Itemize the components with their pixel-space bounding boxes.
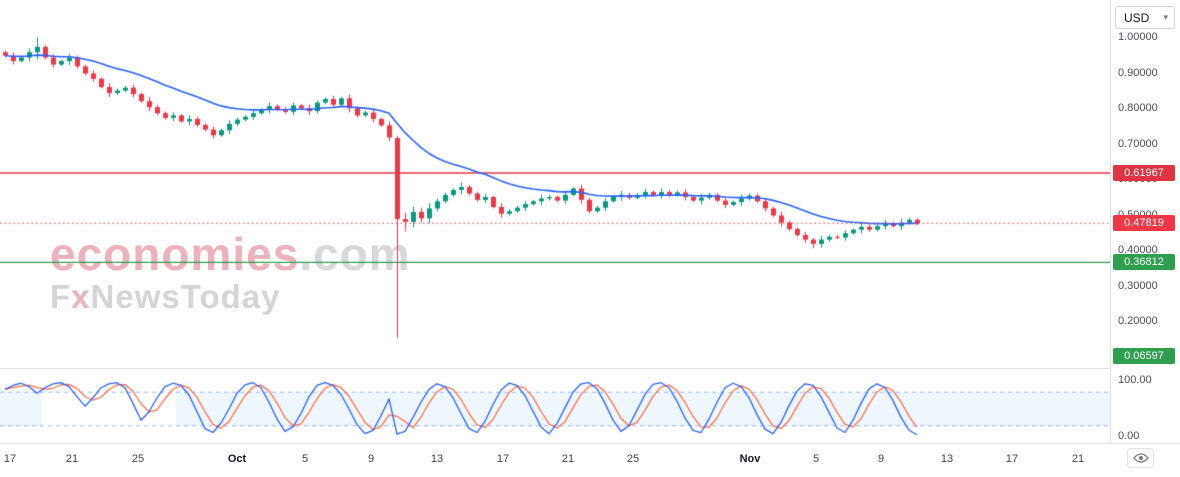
stoch-axis-bottom-label: 0.00 [1118, 430, 1140, 442]
price-axis-badge: 0.36812 [1113, 254, 1175, 271]
price-axis-tick: 0.40000 [1118, 244, 1158, 256]
currency-selector[interactable]: USD ▾ [1115, 6, 1175, 29]
time-axis-label: 17 [496, 453, 510, 465]
price-axis-tick: 0.70000 [1118, 137, 1158, 150]
price-axis-tick: 0.20000 [1118, 315, 1158, 327]
price-axis-badge: 0.47819 [1113, 215, 1175, 232]
time-axis-label: 13 [940, 453, 954, 465]
time-axis-label: 21 [561, 453, 575, 465]
time-axis[interactable]: 17 21 25 Oct 5 9 13 17 21 25 Nov 5 9 13 … [0, 443, 1180, 477]
time-axis-label: 25 [626, 453, 640, 465]
price-axis-tick: 0.30000 [1118, 279, 1158, 292]
chevron-down-icon: ▾ [1163, 12, 1168, 22]
time-axis-label: Nov [739, 453, 761, 465]
price-axis[interactable]: USD ▾ 1.00000 0.90000 0.80000 0.70000 0.… [1110, 0, 1180, 443]
panel-separator[interactable] [0, 368, 1110, 369]
currency-selector-label: USD [1124, 10, 1150, 25]
stoch-axis-top-label: 100.00 [1118, 374, 1152, 386]
time-axis-label: 21 [1071, 453, 1085, 465]
time-axis-label: Oct [227, 453, 247, 465]
price-axis-tick: 0.90000 [1118, 66, 1158, 79]
price-axis-tick: 0.80000 [1118, 102, 1158, 114]
axis-settings-button[interactable] [1127, 448, 1154, 468]
eye-icon [1132, 452, 1149, 464]
price-axis-badge: 0.06597 [1113, 348, 1175, 364]
time-axis-label: 5 [812, 453, 820, 465]
time-axis-label: 25 [131, 453, 145, 465]
price-axis-tick: 1.00000 [1118, 31, 1158, 43]
time-axis-label: 9 [367, 453, 375, 465]
chart-canvas[interactable] [0, 0, 1110, 443]
time-axis-label: 9 [877, 453, 885, 465]
time-axis-label: 13 [430, 453, 444, 465]
price-axis-badge: 0.61967 [1113, 165, 1175, 182]
time-axis-label: 17 [3, 453, 17, 465]
time-axis-label: 21 [65, 453, 79, 465]
time-axis-label: 17 [1005, 453, 1019, 465]
time-axis-label: 5 [301, 453, 309, 465]
